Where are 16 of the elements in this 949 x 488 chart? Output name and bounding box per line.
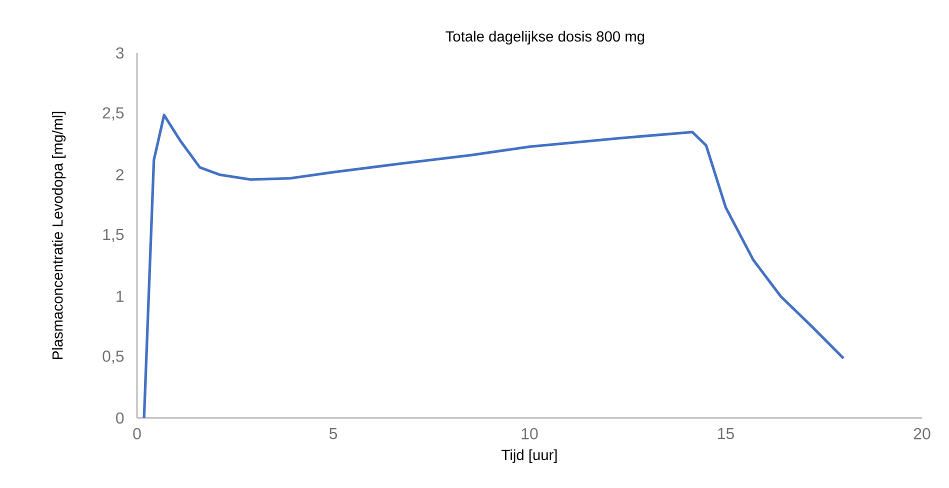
x-tick-label: 15 [718,428,734,440]
y-tick-label: 0 [116,412,124,424]
y-tick-label: 2,5 [102,107,124,120]
y-tick-label: 1,5 [103,228,124,242]
y-tick-label: 3 [116,47,124,59]
chart-title: Totale dagelijkse dosis 800 mg [446,30,644,45]
y-tick-label: 1 [116,290,124,302]
y-axis-title: Plasmaconcentratie Levodopa [mg/ml] [52,112,66,360]
x-tick-label: 20 [914,428,930,440]
y-tick-label: 2 [116,169,124,180]
x-axis-title: Tijd [uur] [502,449,557,464]
x-tick-label: 5 [329,428,338,440]
y-tick-label: 0,5 [102,350,124,364]
x-tick-label: 0 [133,428,141,440]
x-tick-label: 10 [522,428,538,440]
line-series [142,114,845,420]
